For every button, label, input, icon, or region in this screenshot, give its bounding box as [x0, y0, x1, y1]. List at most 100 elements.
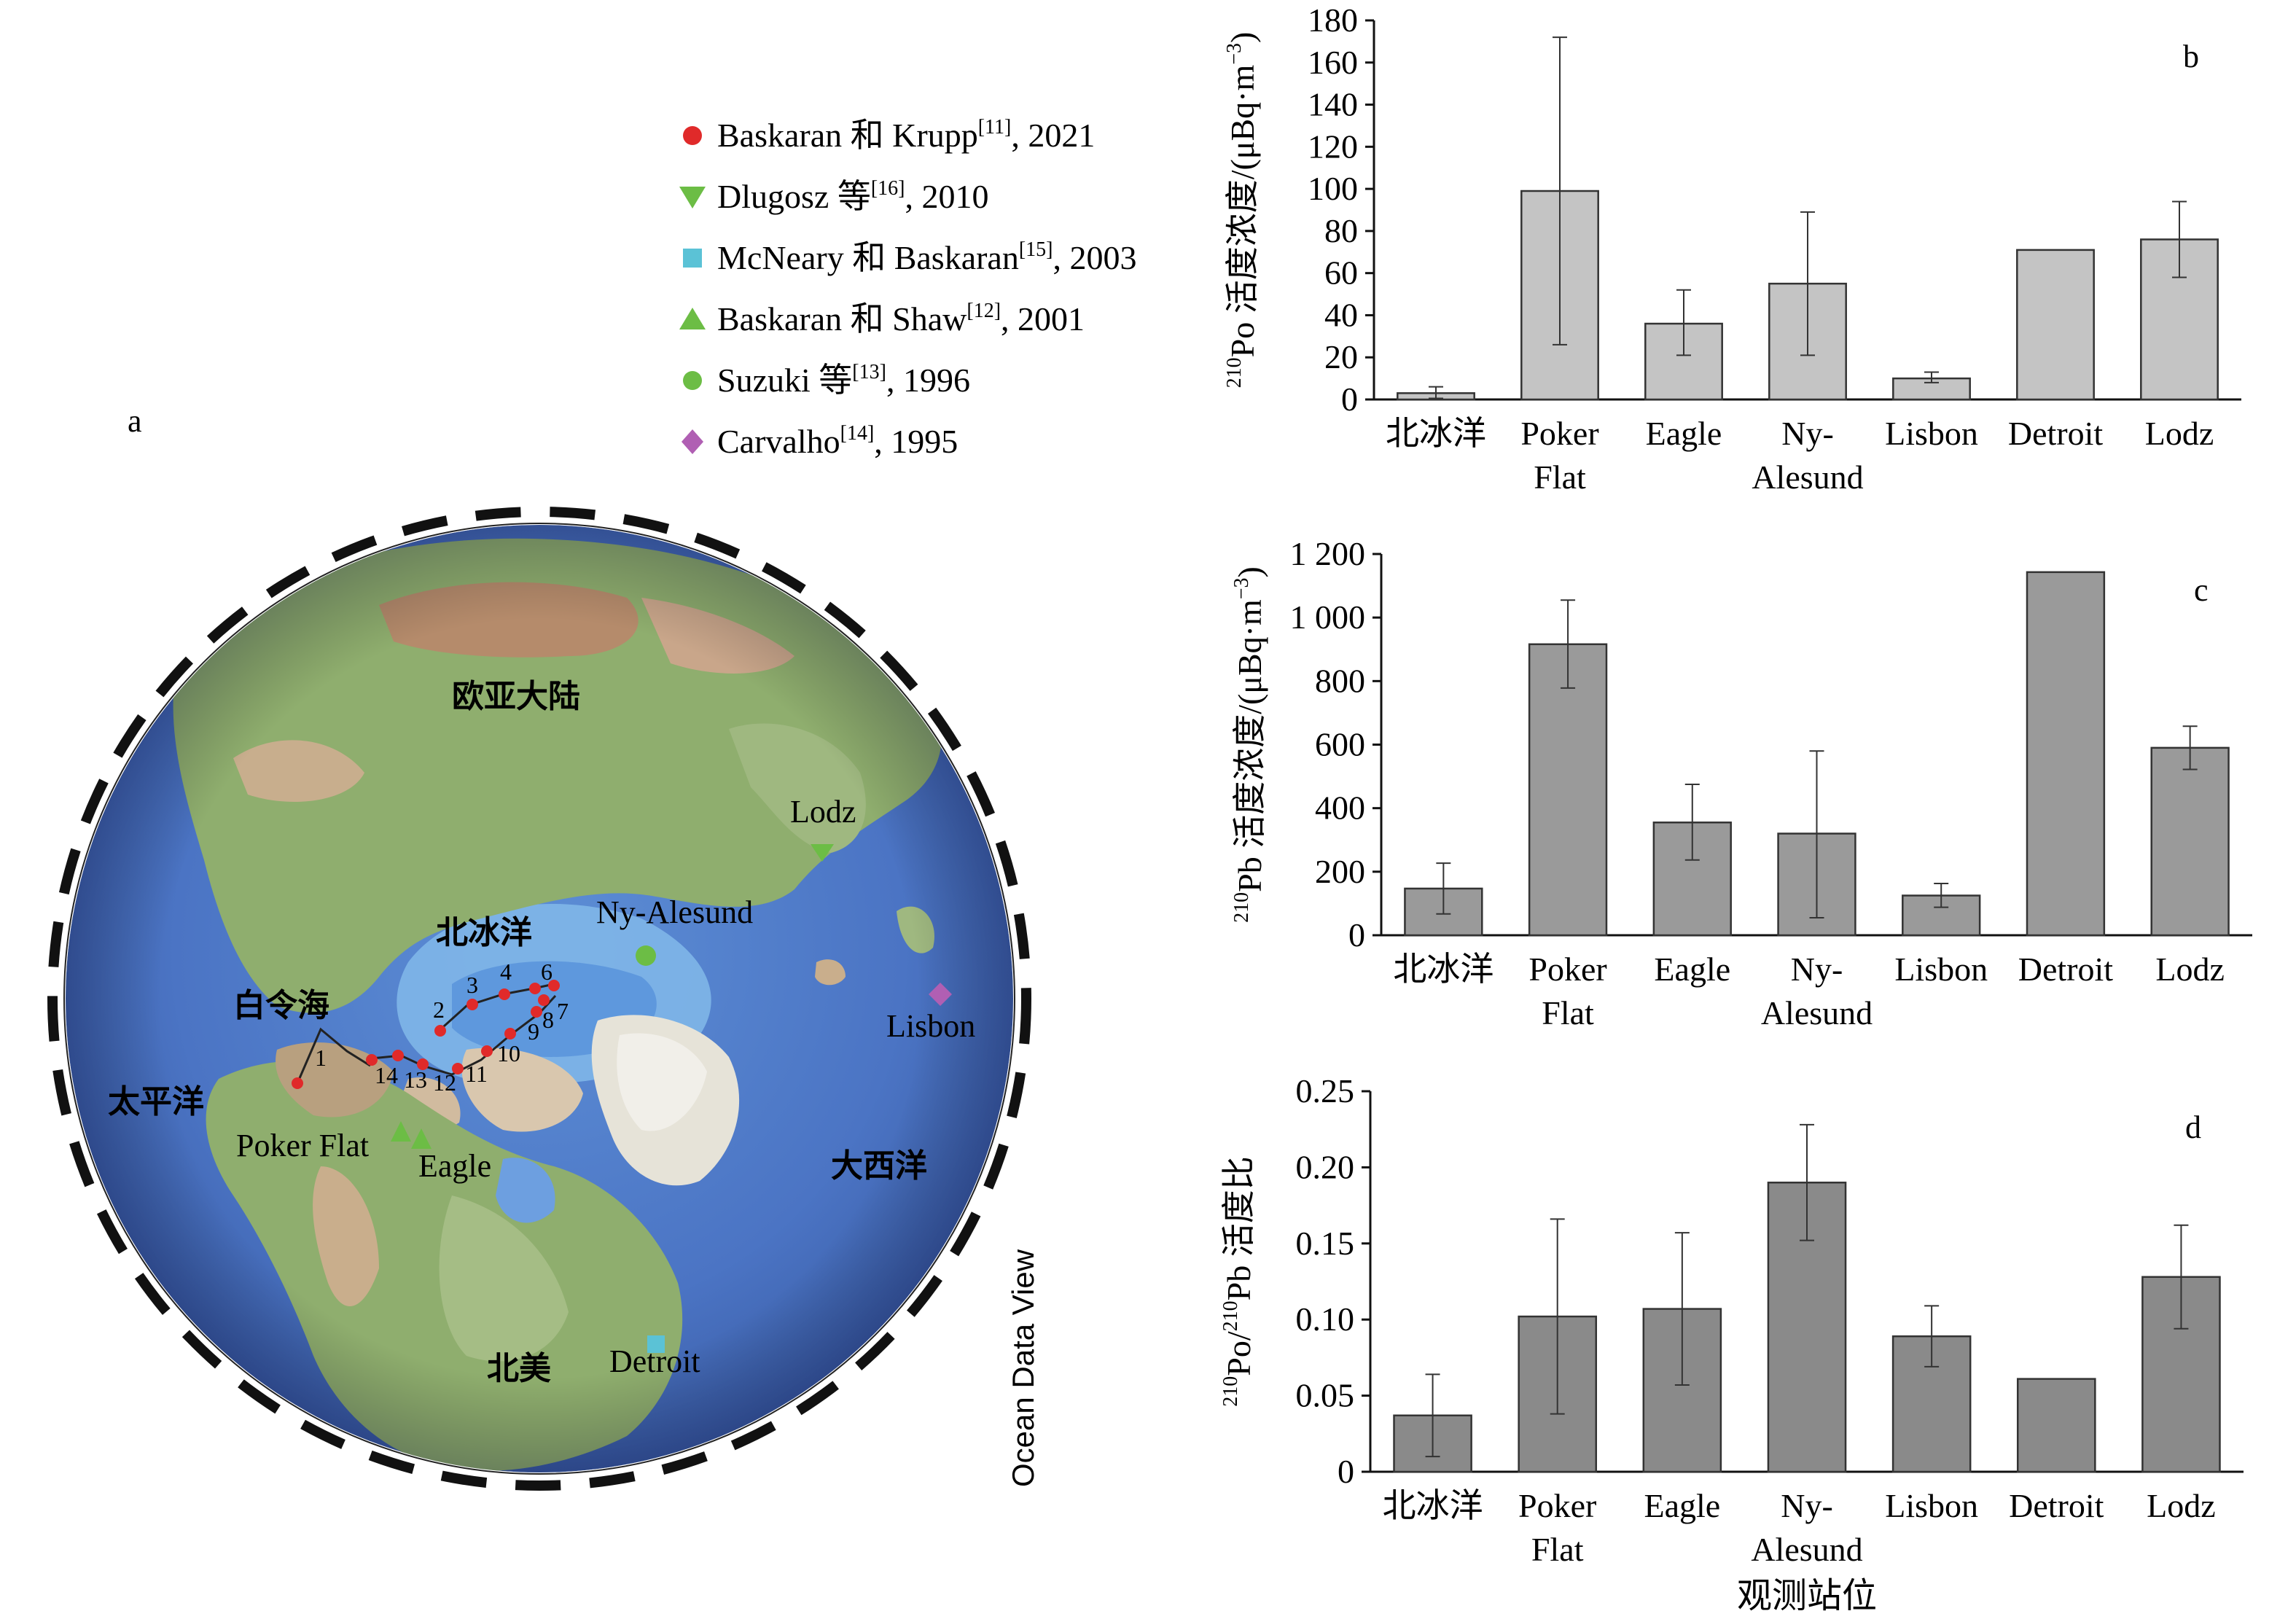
y-tick-label: 100 — [1308, 170, 1358, 207]
error-bar — [1800, 1123, 1814, 1241]
x-tick-label: Eagle — [1644, 1487, 1720, 1524]
poker-flat-triangle-marker — [391, 1121, 411, 1142]
error-bar — [1425, 1373, 1440, 1458]
bar — [2150, 746, 2230, 937]
legend-marker — [679, 187, 706, 208]
y-tick-label: 120 — [1308, 128, 1358, 165]
ny-alesund-circle-marker — [636, 945, 656, 966]
y-tick-label: 0.10 — [1296, 1300, 1355, 1338]
cruise-label-3: 3 — [466, 972, 478, 998]
x-tick-label: Ny-Alesund — [1761, 951, 1873, 1031]
y-tick-label: 0.05 — [1296, 1377, 1355, 1414]
x-tick-label: 北冰洋 — [1386, 415, 1486, 452]
error-bar — [1550, 1218, 1565, 1415]
x-tick-label: Lodz — [2147, 1487, 2216, 1524]
legend-label: Dlugosz 等[16], 2010 — [717, 177, 988, 215]
y-axis-label: 210Po/210Pb 活度比 — [1219, 1156, 1257, 1406]
error-bar — [1553, 36, 1567, 346]
y-tick-label: 20 — [1324, 338, 1358, 375]
label-ny-alesund: Ny-Alesund — [596, 894, 753, 930]
y-axis-label: 210Po 活度浓度/(μBq·m−3) — [1223, 32, 1261, 389]
legend-item: McNeary 和 Baskaran[15], 2003 — [683, 238, 1137, 276]
label-poker-flat: Poker Flat — [236, 1128, 369, 1163]
cruise-label-2: 2 — [433, 996, 445, 1023]
panel-letter-c: c — [2194, 572, 2209, 608]
y-tick-label: 0 — [1348, 916, 1365, 953]
charts: 0 20 40 60 80 100 120 140 160 180 北冰洋 Poker Flat Eagl… — [1219, 1, 2252, 1615]
cruise-label-7: 7 — [557, 998, 569, 1024]
error-bar — [1674, 1232, 1690, 1386]
legend-marker — [683, 126, 702, 145]
legend-item: Carvalho[14], 1995 — [682, 422, 958, 460]
cruise-points — [292, 980, 560, 1089]
label-lodz: Lodz — [790, 794, 856, 830]
cruise-label-14: 14 — [375, 1062, 398, 1088]
ocean-data-view-credit: Ocean Data View — [1006, 1249, 1040, 1487]
y-tick-label: 160 — [1308, 44, 1358, 81]
cruise-label-9: 9 — [528, 1018, 539, 1045]
error-bar — [2174, 1224, 2189, 1330]
y-tick-label: 0 — [1338, 1453, 1354, 1490]
cruise-label-8: 8 — [542, 1007, 554, 1033]
x-tick-label: Detroit — [2018, 951, 2114, 988]
cruise-label-1: 1 — [315, 1045, 327, 1071]
cruise-point-labels: 1 2 3 4 6 7 8 9 10 11 12 13 14 — [315, 959, 569, 1096]
cruise-label-10: 10 — [497, 1040, 520, 1066]
label-pacific: 太平洋 — [108, 1084, 204, 1120]
label-lisbon: Lisbon — [886, 1008, 975, 1044]
x-tick-label: Ny-Alesund — [1751, 1487, 1862, 1568]
error-bar — [1924, 1305, 1940, 1368]
detroit-square-marker — [647, 1335, 665, 1353]
station-markers — [391, 844, 952, 1353]
y-tick-label: 1 200 — [1290, 535, 1366, 572]
legend-marker — [683, 249, 702, 268]
chart-panel-d: 0 0.05 0.10 0.15 0.20 0.25 北冰洋 Poker Flat Eagle Ny… — [1219, 1072, 2244, 1615]
x-tick-label: Detroit — [2009, 1487, 2104, 1524]
bar — [1528, 643, 1608, 937]
cruise-label-6: 6 — [541, 959, 552, 985]
error-bar — [1924, 371, 1939, 383]
label-eagle: Eagle — [418, 1148, 491, 1184]
bar — [2026, 571, 2106, 937]
label-north-america: 北美 — [487, 1351, 551, 1386]
error-bar — [1676, 289, 1691, 356]
error-bar — [1561, 599, 1576, 689]
legend-item: Baskaran 和 Krupp[11], 2021 — [683, 116, 1095, 154]
x-tick-label: Lisbon — [1885, 415, 1978, 452]
y-tick-label: 800 — [1315, 662, 1365, 699]
lodz-triangle-marker — [811, 844, 834, 862]
error-bar — [1800, 211, 1815, 356]
cruise-label-12: 12 — [433, 1069, 456, 1096]
error-bar — [1429, 386, 1443, 399]
y-tick-label: 140 — [1308, 86, 1358, 123]
label-bering: 白令海 — [233, 988, 329, 1023]
x-tick-label: Poker Flat — [1518, 1487, 1596, 1568]
x-tick-label: Eagle — [1654, 951, 1730, 988]
globe-border-ring — [47, 507, 1031, 1491]
y-tick-label: 0.25 — [1296, 1072, 1355, 1109]
x-tick-label: 北冰洋 — [1383, 1487, 1483, 1524]
error-bar — [1684, 783, 1700, 861]
lisbon-diamond-marker — [929, 983, 952, 1006]
x-tick-label: Lisbon — [1885, 1487, 1978, 1524]
y-tick-label: 0.15 — [1296, 1225, 1355, 1262]
legend-marker — [683, 371, 702, 390]
y-tick-label: 0 — [1341, 381, 1358, 418]
cruise-label-11: 11 — [465, 1061, 488, 1087]
map-panel: a — [47, 403, 1040, 1491]
legend-label: McNeary 和 Baskaran[15], 2003 — [717, 238, 1137, 276]
legend-item: Baskaran 和 Shaw[12], 2001 — [679, 300, 1085, 338]
panel-letter-b: b — [2183, 39, 2199, 74]
x-tick-label: Detroit — [2008, 415, 2104, 452]
error-bar — [1436, 862, 1451, 915]
x-tick-label: Eagle — [1646, 415, 1722, 452]
x-tick-label: 北冰洋 — [1393, 951, 1493, 988]
panel-letter-a: a — [128, 403, 142, 439]
legend-item: Dlugosz 等[16], 2010 — [679, 177, 988, 215]
panel-letter-d: d — [2185, 1109, 2201, 1145]
bar — [2016, 1378, 2096, 1473]
y-tick-label: 180 — [1308, 1, 1358, 39]
error-bar — [1934, 882, 1949, 908]
x-tick-label: Poker Flat — [1520, 415, 1598, 496]
x-tick-label: Poker Flat — [1528, 951, 1606, 1031]
